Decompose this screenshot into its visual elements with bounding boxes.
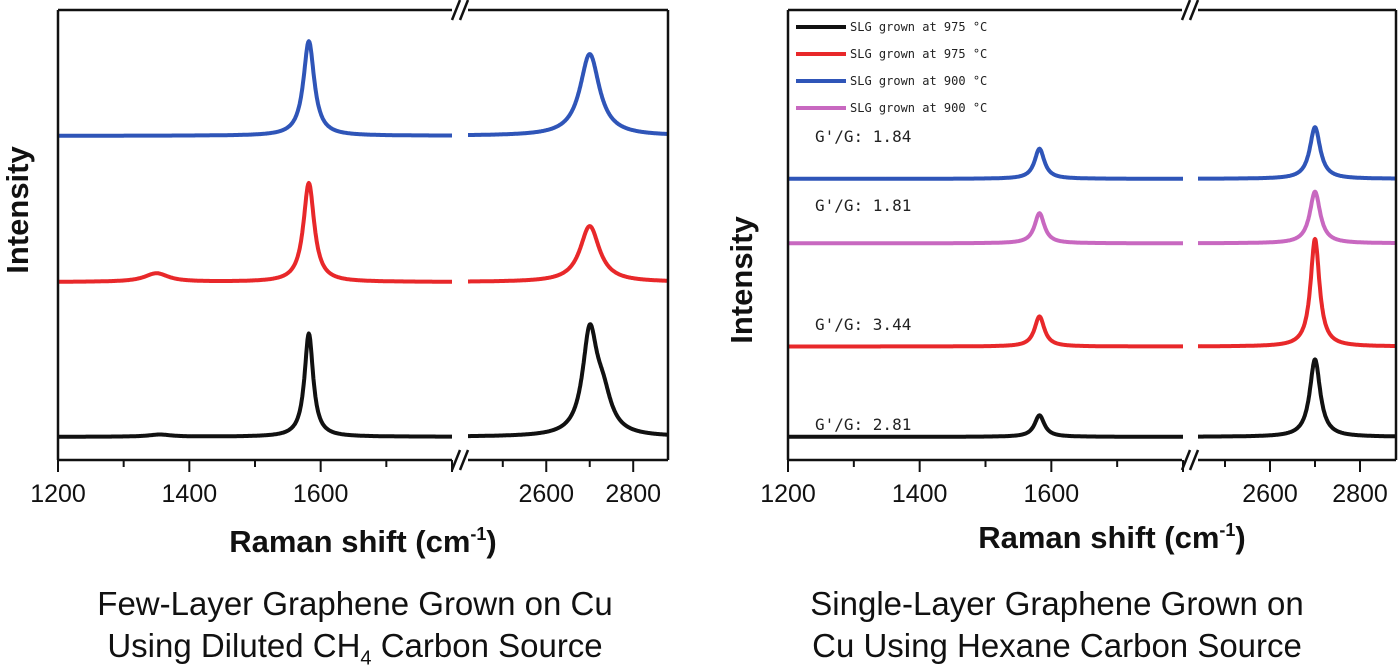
series-line-1-seg-0 — [786, 314, 1185, 349]
series-line-0-seg-1 — [1196, 357, 1398, 439]
x-tick-label: 1400 — [162, 480, 218, 508]
ratio-label-3: G'/G: 1.81 — [815, 196, 911, 215]
series-line-2-seg-0 — [56, 331, 454, 439]
ratio-label-1: G'/G: 3.44 — [815, 315, 911, 334]
caption-right-line1: Single-Layer Graphene Grown on — [810, 585, 1304, 622]
caption-left-line2: Using Diluted CH — [107, 627, 361, 664]
axis-break-mark-0-1 — [1188, 0, 1200, 21]
caption-left-line1: Few-Layer Graphene Grown on Cu — [97, 585, 613, 622]
series-line-0-seg-0 — [56, 39, 454, 138]
caption-right: Single-Layer Graphene Grown on Cu Using … — [722, 583, 1392, 667]
y-axis-title: Intensity — [724, 216, 759, 344]
caption-right-line2: Cu Using Hexane Carbon Source — [812, 627, 1302, 664]
x-tick-label: 2800 — [605, 480, 661, 508]
ratio-label-2: G'/G: 1.84 — [815, 127, 911, 146]
axis-break-mark-0-0 — [1180, 0, 1192, 21]
x-tick-label: 1200 — [760, 480, 816, 508]
axis-break-mark-1-1 — [1188, 449, 1200, 471]
x-tick-label: 1600 — [293, 480, 349, 508]
series-line-2-seg-1 — [1196, 125, 1398, 181]
x-axis-title: Raman shift (cm-1) — [978, 520, 1246, 555]
series-line-1-seg-0 — [56, 181, 454, 284]
legend-label-1: SLG grown at 975 °C — [850, 47, 987, 61]
x-tick-label: 2600 — [1242, 480, 1298, 508]
legend-label-2: SLG grown at 900 °C — [850, 74, 987, 88]
axis-break-mark-0-0 — [450, 0, 462, 21]
series-line-3-seg-1 — [1196, 189, 1398, 246]
x-tick-label: 2600 — [518, 480, 574, 508]
axis-break-mark-1-1 — [458, 449, 470, 471]
series-line-2-seg-1 — [466, 322, 670, 439]
x-tick-label: 1600 — [1024, 480, 1080, 508]
chart-panel-0: 1200 1400 1600 2600 2800 Raman shift (cm-1) In… — [0, 0, 670, 559]
series-line-0-seg-1 — [466, 52, 670, 137]
x-tick-label: 1200 — [30, 480, 86, 508]
series-line-0-seg-0 — [786, 413, 1185, 439]
ratio-label-0: G'/G: 2.81 — [815, 415, 911, 434]
legend-label-3: SLG grown at 900 °C — [850, 101, 987, 115]
series-line-1-seg-1 — [1196, 237, 1398, 349]
series-line-2-seg-0 — [786, 146, 1185, 181]
x-tick-label: 2800 — [1332, 480, 1388, 508]
y-axis-title: Intensity — [0, 146, 35, 274]
caption-left: Few-Layer Graphene Grown on Cu Using Dil… — [10, 583, 700, 670]
x-axis-title: Raman shift (cm-1) — [229, 524, 497, 559]
caption-left-subscript: 4 — [360, 647, 372, 670]
legend-label-0: SLG grown at 975 °C — [850, 20, 987, 34]
x-tick-label: 1400 — [892, 480, 948, 508]
axis-break-mark-1-0 — [450, 449, 462, 471]
series-line-1-seg-1 — [466, 224, 670, 284]
chart-panel-1: 1200 1400 1600 2600 2800 Raman shift (cm-1) In… — [724, 0, 1398, 555]
legend: SLG grown at 975 °C SLG grown at 975 °C SL… — [796, 20, 987, 115]
series-line-3-seg-0 — [786, 211, 1185, 246]
caption-left-line2-end: Carbon Source — [371, 627, 603, 664]
axis-break-mark-0-1 — [458, 0, 470, 21]
